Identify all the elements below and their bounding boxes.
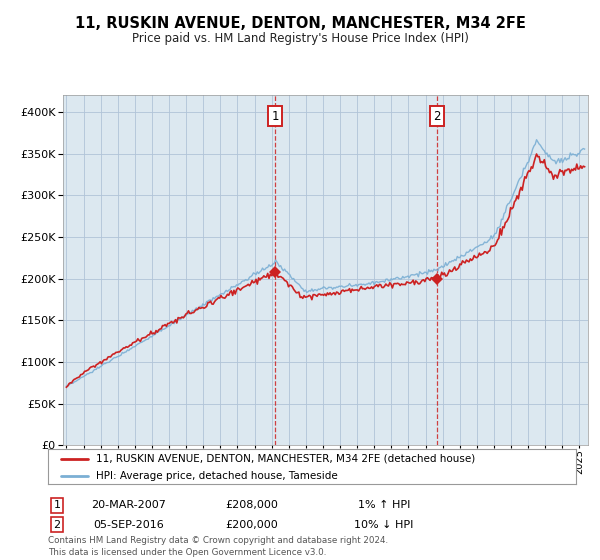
Text: 11, RUSKIN AVENUE, DENTON, MANCHESTER, M34 2FE (detached house): 11, RUSKIN AVENUE, DENTON, MANCHESTER, M…	[95, 454, 475, 464]
Text: 2: 2	[433, 110, 441, 123]
Text: 05-SEP-2016: 05-SEP-2016	[94, 520, 164, 530]
Text: £208,000: £208,000	[226, 500, 278, 510]
Text: Price paid vs. HM Land Registry's House Price Index (HPI): Price paid vs. HM Land Registry's House …	[131, 31, 469, 45]
Text: HPI: Average price, detached house, Tameside: HPI: Average price, detached house, Tame…	[95, 470, 337, 480]
Text: 1: 1	[271, 110, 279, 123]
Text: 1% ↑ HPI: 1% ↑ HPI	[358, 500, 410, 510]
Text: 11, RUSKIN AVENUE, DENTON, MANCHESTER, M34 2FE: 11, RUSKIN AVENUE, DENTON, MANCHESTER, M…	[74, 16, 526, 31]
Text: 20-MAR-2007: 20-MAR-2007	[92, 500, 166, 510]
Text: 10% ↓ HPI: 10% ↓ HPI	[355, 520, 413, 530]
Text: Contains HM Land Registry data © Crown copyright and database right 2024.
This d: Contains HM Land Registry data © Crown c…	[48, 536, 388, 557]
Text: £200,000: £200,000	[226, 520, 278, 530]
Text: 1: 1	[53, 500, 61, 510]
Text: 2: 2	[53, 520, 61, 530]
